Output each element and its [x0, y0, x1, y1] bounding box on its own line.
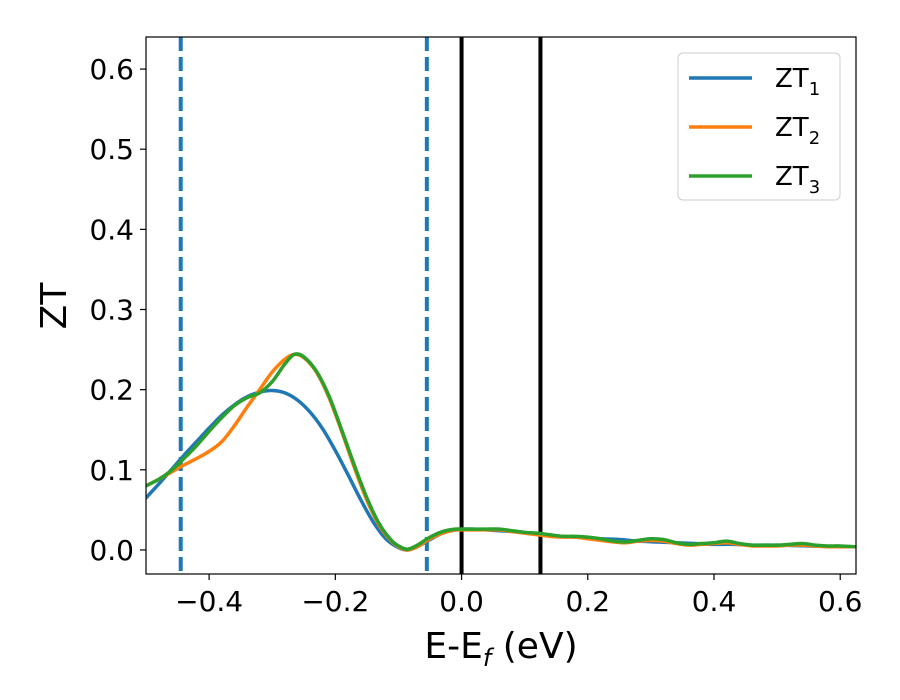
- legend-label-zt1: ZT1: [775, 64, 820, 100]
- legend-box: [677, 52, 841, 201]
- plot-frame: [145, 36, 857, 575]
- y-tick-label: 0.4: [89, 213, 134, 246]
- y-tick-label: 0.0: [89, 534, 134, 567]
- x-tick-label: 0.0: [439, 585, 484, 618]
- legend-label-main: ZT: [775, 113, 809, 143]
- x-tick-label: 0.2: [566, 585, 611, 618]
- x-axis-label-unit: (eV): [491, 626, 577, 667]
- x-tick-label: 0.6: [818, 585, 863, 618]
- legend-label-sub: 3: [809, 177, 820, 198]
- y-tick-label: 0.6: [89, 53, 134, 86]
- legend-label-sub: 2: [809, 128, 820, 149]
- legend-label-main: ZT: [775, 64, 809, 94]
- legend-label-main: ZT: [775, 162, 809, 192]
- x-axis: −0.4 −0.2 0.0 0.2 0.4 0.6: [175, 574, 862, 618]
- series-line-zt3: [146, 352, 856, 552]
- y-tick-label: 0.1: [89, 454, 134, 487]
- x-axis-label: E-Ef (eV): [424, 626, 577, 672]
- y-tick-label: 0.2: [89, 374, 134, 407]
- y-axis-label: ZT: [34, 282, 75, 330]
- reference-lines: [178, 37, 543, 574]
- series-lines: [146, 352, 856, 552]
- y-tick-label: 0.3: [89, 294, 134, 327]
- legend-label-zt3: ZT3: [775, 162, 820, 198]
- x-tick-label: −0.4: [175, 585, 243, 618]
- plot-area: [145, 36, 857, 575]
- x-tick-label: −0.2: [301, 585, 369, 618]
- x-axis-label-main: E-E: [424, 626, 482, 667]
- y-tick-label: 0.5: [89, 133, 134, 166]
- y-axis: 0.0 0.1 0.2 0.3 0.4 0.5 0.6: [89, 53, 146, 567]
- legend-label-zt2: ZT2: [775, 113, 820, 149]
- x-tick-label: 0.4: [692, 585, 737, 618]
- legend-label-sub: 1: [809, 79, 820, 100]
